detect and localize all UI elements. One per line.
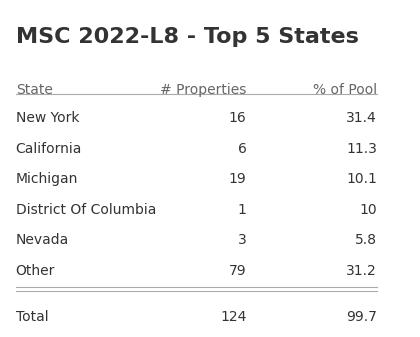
Text: 10: 10	[360, 203, 377, 217]
Text: 124: 124	[220, 310, 247, 324]
Text: 10.1: 10.1	[346, 172, 377, 186]
Text: 19: 19	[228, 172, 247, 186]
Text: New York: New York	[16, 111, 79, 125]
Text: # Properties: # Properties	[160, 83, 247, 97]
Text: 1: 1	[238, 203, 247, 217]
Text: District Of Columbia: District Of Columbia	[16, 203, 156, 217]
Text: 79: 79	[229, 264, 247, 278]
Text: Michigan: Michigan	[16, 172, 78, 186]
Text: 6: 6	[238, 142, 247, 156]
Text: 11.3: 11.3	[346, 142, 377, 156]
Text: California: California	[16, 142, 82, 156]
Text: State: State	[16, 83, 52, 97]
Text: Other: Other	[16, 264, 55, 278]
Text: 99.7: 99.7	[346, 310, 377, 324]
Text: 16: 16	[228, 111, 247, 125]
Text: 31.4: 31.4	[346, 111, 377, 125]
Text: 5.8: 5.8	[355, 233, 377, 247]
Text: 3: 3	[238, 233, 247, 247]
Text: Nevada: Nevada	[16, 233, 69, 247]
Text: % of Pool: % of Pool	[313, 83, 377, 97]
Text: MSC 2022-L8 - Top 5 States: MSC 2022-L8 - Top 5 States	[16, 27, 359, 47]
Text: 31.2: 31.2	[346, 264, 377, 278]
Text: Total: Total	[16, 310, 48, 324]
